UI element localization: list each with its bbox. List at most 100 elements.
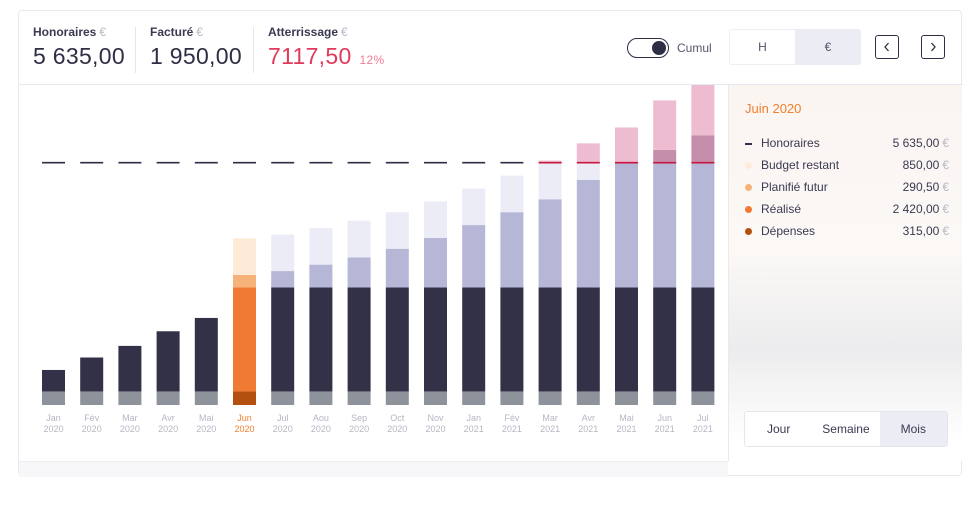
bar-realise[interactable] <box>233 287 256 392</box>
legend-label: Planifié futur <box>761 180 828 194</box>
legend-label: Réalisé <box>761 202 802 216</box>
period-day-button[interactable]: Jour <box>766 422 791 436</box>
bar-overrun-light[interactable] <box>576 143 600 163</box>
unit-hours-button[interactable]: H <box>729 29 795 65</box>
bar-realise[interactable] <box>385 287 409 392</box>
previous-button[interactable] <box>875 35 899 59</box>
bar-depenses[interactable] <box>118 391 142 405</box>
bar-planifie[interactable] <box>615 162 638 288</box>
bar-realise[interactable] <box>500 287 524 392</box>
bar-depenses[interactable] <box>653 391 677 405</box>
month-tick-label: Avr <box>161 413 174 423</box>
bar-depenses[interactable] <box>615 391 638 405</box>
bar-depenses[interactable] <box>309 391 333 405</box>
bar-depenses[interactable] <box>347 391 371 405</box>
legend-item: Planifié futur 290,50 € <box>745 179 949 201</box>
bar-planifie[interactable] <box>500 212 524 288</box>
bar-realise[interactable] <box>118 345 142 392</box>
stat-value: 7117,50 <box>268 43 352 69</box>
bar-depenses[interactable] <box>385 391 409 405</box>
bar-budget-restant[interactable] <box>233 238 256 275</box>
bar-budget-restant[interactable] <box>424 201 447 238</box>
month-tick-label: Jul <box>277 413 289 423</box>
bar-realise[interactable] <box>309 287 333 392</box>
bar-realise[interactable] <box>691 287 715 392</box>
bar-depenses[interactable] <box>500 391 524 405</box>
legend-label: Honoraires <box>761 136 820 150</box>
bar-realise[interactable] <box>80 357 104 392</box>
stat-value: 5 635,00 <box>33 43 125 69</box>
stat-percent: 12% <box>359 53 385 67</box>
bar-realise[interactable] <box>156 331 180 392</box>
bar-planifie[interactable] <box>653 162 677 288</box>
month-tick-label: Jun <box>237 413 252 423</box>
bar-budget-restant[interactable] <box>462 188 486 226</box>
bar-overrun-light[interactable] <box>653 100 677 150</box>
bar-realise[interactable] <box>615 287 638 392</box>
bar-realise[interactable] <box>462 287 486 392</box>
bar-planifie[interactable] <box>309 264 333 288</box>
bar-depenses[interactable] <box>271 391 295 405</box>
bar-budget-restant[interactable] <box>500 175 524 213</box>
legend-label: Budget restant <box>761 158 840 172</box>
bar-budget-restant[interactable] <box>309 228 333 265</box>
bar-budget-restant[interactable] <box>576 162 600 180</box>
bar-depenses[interactable] <box>462 391 486 405</box>
month-tick-label: Mai <box>199 413 214 423</box>
legend-item: Budget restant 850,00 € <box>745 157 949 179</box>
legend-item: Honoraires 5 635,00 € <box>745 135 949 157</box>
cumul-toggle[interactable] <box>627 38 669 58</box>
legend-item: Réalisé 2 420,00 € <box>745 201 949 223</box>
bar-depenses[interactable] <box>691 391 715 405</box>
bar-planifie[interactable] <box>233 274 256 288</box>
bar-budget-restant[interactable] <box>385 212 409 249</box>
bar-overrun-light[interactable] <box>691 71 715 136</box>
bar-realise[interactable] <box>42 369 65 392</box>
bar-overrun-dark[interactable] <box>653 149 677 163</box>
bar-depenses[interactable] <box>194 391 218 405</box>
chart-canvas: Jan2020Fév2020Mar2020Avr2020Mai2020Jun20… <box>42 71 715 434</box>
period-week-button[interactable]: Semaine <box>822 422 870 436</box>
bar-planifie[interactable] <box>538 199 562 288</box>
legend-unit: € <box>942 180 949 194</box>
bar-overrun-dark[interactable] <box>691 135 715 163</box>
bar-budget-restant[interactable] <box>347 220 371 258</box>
stat-atterrissage: Atterrissage € 7117,50 12% <box>268 25 384 70</box>
month-tick-label: Sep <box>351 413 367 423</box>
month-tick-label: Fév <box>84 413 100 423</box>
bar-depenses[interactable] <box>424 391 447 405</box>
unit-euro-button[interactable]: € <box>795 29 861 65</box>
next-button[interactable] <box>921 35 945 59</box>
bar-realise[interactable] <box>653 287 677 392</box>
bar-depenses[interactable] <box>576 391 600 405</box>
dot-marker-icon <box>745 206 752 213</box>
legend: Honoraires 5 635,00 € Budget restant 850,00 €… <box>745 135 949 245</box>
bar-realise[interactable] <box>347 287 371 392</box>
bar-depenses[interactable] <box>156 391 180 405</box>
bar-planifie[interactable] <box>347 257 371 288</box>
bar-planifie[interactable] <box>385 248 409 288</box>
bar-realise[interactable] <box>194 317 218 392</box>
bar-overrun-light[interactable] <box>538 160 562 163</box>
bar-budget-restant[interactable] <box>538 162 562 200</box>
bar-realise[interactable] <box>576 287 600 392</box>
legend-value: 290,50 <box>902 180 940 194</box>
bar-depenses[interactable] <box>538 391 562 405</box>
bar-depenses[interactable] <box>233 391 256 405</box>
bar-planifie[interactable] <box>691 162 715 288</box>
bar-planifie[interactable] <box>271 271 295 288</box>
bar-realise[interactable] <box>271 287 295 392</box>
bar-planifie[interactable] <box>462 225 486 288</box>
period-month-button[interactable]: Mois <box>879 412 947 446</box>
year-tick-label: 2020 <box>120 424 140 434</box>
legend-value: 5 635,00 <box>892 136 940 150</box>
bar-depenses[interactable] <box>80 391 104 405</box>
bar-realise[interactable] <box>538 287 562 392</box>
bar-overrun-light[interactable] <box>615 127 638 163</box>
month-tick-label: Fév <box>504 413 520 423</box>
bar-planifie[interactable] <box>424 237 447 288</box>
bar-planifie[interactable] <box>576 179 600 288</box>
bar-realise[interactable] <box>424 287 447 392</box>
bar-depenses[interactable] <box>42 391 65 405</box>
bar-budget-restant[interactable] <box>271 234 295 272</box>
